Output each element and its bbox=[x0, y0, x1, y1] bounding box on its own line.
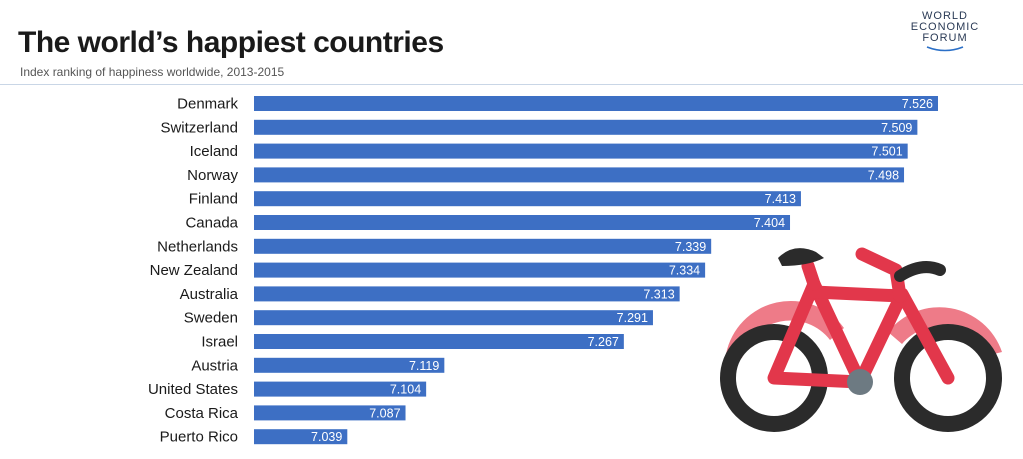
category-label-new-zealand: New Zealand bbox=[150, 262, 238, 279]
bicycle-seat-post bbox=[801, 259, 821, 291]
value-label-austria: 7.119 bbox=[409, 359, 439, 373]
bicycle-pedal-hub bbox=[847, 369, 873, 395]
category-label-finland: Finland bbox=[189, 191, 238, 208]
bar-australia bbox=[254, 286, 680, 302]
bicycle-rear-fender bbox=[726, 300, 844, 358]
value-label-israel: 7.267 bbox=[588, 335, 619, 349]
value-label-finland: 7.413 bbox=[765, 192, 796, 206]
bar-new-zealand bbox=[254, 262, 706, 278]
value-label-iceland: 7.501 bbox=[871, 145, 902, 159]
bar-israel bbox=[254, 334, 624, 349]
bar-united-states bbox=[254, 381, 427, 397]
category-label-canada: Canada bbox=[185, 215, 238, 232]
header-divider bbox=[0, 84, 1023, 85]
bar-switzerland bbox=[254, 119, 918, 135]
bar-netherlands bbox=[254, 238, 712, 254]
bar-sweden bbox=[254, 310, 653, 326]
value-label-puerto-rico: 7.039 bbox=[311, 430, 342, 444]
value-label-canada: 7.404 bbox=[754, 216, 785, 230]
category-label-united-states: United States bbox=[148, 381, 238, 398]
value-label-united-states: 7.104 bbox=[390, 383, 421, 397]
value-label-sweden: 7.291 bbox=[617, 311, 648, 325]
wef-logo: WORLD ECONOMIC FORUM bbox=[900, 11, 990, 53]
bar-norway bbox=[254, 167, 905, 183]
bar-puerto-rico bbox=[254, 429, 348, 445]
category-label-netherlands: Netherlands bbox=[157, 238, 238, 255]
category-label-sweden: Sweden bbox=[184, 310, 238, 327]
category-label-norway: Norway bbox=[187, 167, 238, 184]
bicycle-rear-frame bbox=[767, 277, 867, 389]
bicycle-seat bbox=[778, 248, 824, 266]
category-label-denmark: Denmark bbox=[177, 96, 238, 113]
category-label-australia: Australia bbox=[180, 286, 239, 303]
bicycle-front-wheel bbox=[894, 324, 1002, 432]
logo-line-forum: FORUM bbox=[922, 32, 968, 44]
value-label-norway: 7.498 bbox=[868, 168, 899, 182]
bar-costa-rica bbox=[254, 405, 406, 421]
bicycle-handlebar bbox=[894, 261, 946, 282]
logo-line-world: WORLD bbox=[922, 10, 968, 22]
category-label-switzerland: Switzerland bbox=[160, 119, 238, 136]
value-label-new-zealand: 7.334 bbox=[669, 264, 700, 278]
value-label-switzerland: 7.509 bbox=[881, 121, 912, 135]
value-label-netherlands: 7.339 bbox=[675, 240, 706, 254]
logo-line-economic: ECONOMIC bbox=[910, 21, 980, 33]
value-label-costa-rica: 7.087 bbox=[369, 406, 400, 420]
bar-austria bbox=[254, 357, 445, 373]
bicycle-stem bbox=[855, 247, 907, 303]
category-label-israel: Israel bbox=[201, 334, 238, 351]
logo-swoosh-icon bbox=[926, 46, 964, 52]
category-label-costa-rica: Costa Rica bbox=[165, 405, 239, 422]
chart-title: The world’s happiest countries bbox=[18, 26, 444, 59]
category-label-puerto-rico: Puerto Rico bbox=[160, 429, 238, 446]
value-label-denmark: 7.526 bbox=[902, 97, 933, 111]
bicycle-top-tube bbox=[807, 285, 909, 303]
chart-subtitle: Index ranking of happiness worldwide, 20… bbox=[20, 65, 285, 79]
category-label-iceland: Iceland bbox=[190, 143, 238, 160]
bar-canada bbox=[254, 215, 791, 230]
bar-finland bbox=[254, 191, 801, 207]
value-label-australia: 7.313 bbox=[643, 287, 674, 301]
bicycle-icon bbox=[720, 247, 1002, 432]
bar-denmark bbox=[254, 96, 938, 111]
bar-iceland bbox=[254, 143, 908, 159]
category-label-austria: Austria bbox=[191, 357, 238, 374]
